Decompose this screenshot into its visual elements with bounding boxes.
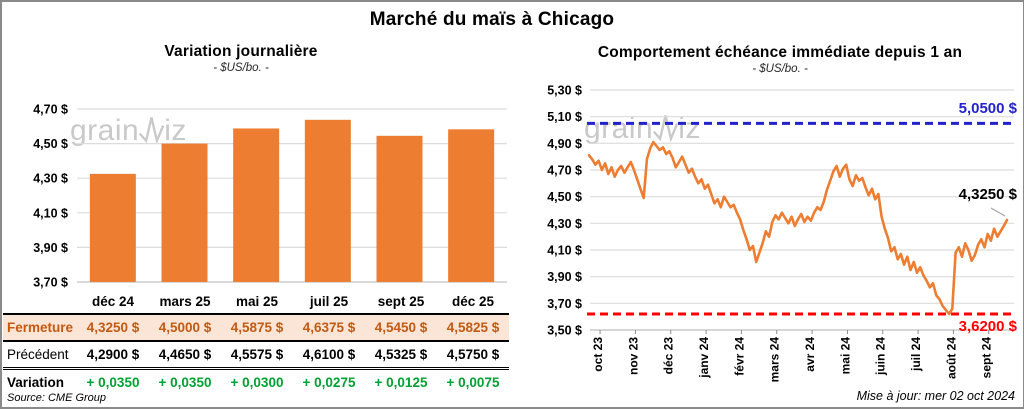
bar-mai 25 [233,128,280,282]
bar-déc 25 [448,129,495,282]
bar-y-tick: 4,70 $ [33,103,68,117]
table-cell: + 0,0350 [158,375,212,390]
watermark-spike-icon [653,115,679,143]
line-y-tick: 4,90 $ [547,137,582,151]
table-cell: 4,3250 $ [86,320,140,335]
line-y-tick: 4,70 $ [547,164,582,178]
page-title: Marché du maïs à Chicago [369,9,615,30]
table-cell: + 0,0350 [86,375,140,390]
line-y-tick: 5,10 $ [547,110,582,124]
table-month-header: juil 25 [309,294,349,309]
line-chart-header: Comportement échéance immédiate depuis 1… [530,44,1023,75]
watermark-spike-icon [139,117,165,145]
watermark-text: grain [70,114,140,147]
line-x-tick: mai 24 [838,337,852,375]
bar-y-tick: 3,90 $ [33,241,68,255]
table-month-header: déc 25 [451,294,495,309]
table-header-row: déc 24 mars 25 mai 25 juil 25 sept 25 déc 25 [3,290,509,314]
line-x-tick: oct 23 [591,337,605,372]
line-y-tick: 3,90 $ [547,270,582,284]
bar-y-tick: 3,70 $ [33,276,68,290]
line-x-tick: août 24 [944,337,958,379]
support-level-label: 3,6200 $ [958,318,1017,335]
table-row-variation: Variation + 0,0350 + 0,0350 + 0,0300 + 0,02… [3,369,509,396]
line-y-tick: 4,10 $ [547,244,582,258]
table-row-precedent: Précédent 4,2900 $ 4,4650 $ 4,5575 $ 4,6100… [3,341,509,369]
table-cell: 4,6375 $ [302,320,356,335]
line-y-tick: 4,30 $ [547,217,582,231]
line-x-tick: déc 23 [662,337,676,375]
table-cell: 4,4650 $ [158,347,212,362]
line-chart-subtitle: - $US/bo. - [752,63,808,75]
table-cell: 4,5575 $ [230,347,284,362]
line-x-tick: juin 24 [874,337,888,376]
line-chart-title: Comportement échéance immédiate depuis 1… [597,44,963,61]
line-y-tick: 3,70 $ [547,297,582,311]
label-leader-line [990,207,1006,217]
table-cell: + 0,0275 [302,375,356,390]
bar-mars 25 [161,143,208,282]
line-x-tick: avr 24 [803,337,817,372]
daily-variation-bar-chart: 4,70 $ 4,50 $ 4,30 $ 4,10 $ 3,90 $ 3,70 $ [33,103,507,290]
quotes-table: déc 24 mars 25 mai 25 juil 25 sept 25 déc 25 … [3,290,509,395]
watermark-text: grain [584,112,654,145]
table-cell: 4,6100 $ [302,347,356,362]
line-x-tick: sept 24 [980,337,994,379]
line-x-tick: juil 24 [909,337,923,372]
bar-chart-header: Variation journalière - $US/bo. - [2,43,480,74]
watermark-text: iz [678,112,701,145]
table-cell: 4,5325 $ [374,347,428,362]
grainwiz-watermark: grain iz [584,112,701,144]
bar-déc 24 [89,173,136,282]
line-y-tick: 3,50 $ [547,324,582,338]
table-row-fermeture: Fermeture 4,3250 $ 4,5000 $ 4,5875 $ 4,6375… [3,314,509,341]
bar-y-tick: 4,50 $ [33,137,68,151]
table-cell: 4,2900 $ [86,347,140,362]
source-note: Source: CME Group [7,392,107,404]
line-x-tick: janv 24 [697,337,711,379]
line-x-tick: nov 23 [626,337,640,375]
table-cell: 4,5000 $ [158,320,212,335]
bar-y-tick: 4,10 $ [33,206,68,220]
table-cell: + 0,0125 [374,375,428,390]
table-cell: 4,5825 $ [446,320,500,335]
resistance-level-label: 5,0500 $ [958,100,1017,117]
table-month-header: mars 25 [159,294,211,309]
grainwiz-watermark: grain iz [70,114,187,146]
row-label: Fermeture [7,320,74,335]
table-corner-cell [3,290,77,314]
row-label: Précédent [7,347,69,362]
update-note: Mise à jour: mer 02 oct 2024 [856,389,1015,403]
bar-chart-subtitle: - $US/bo. - [213,62,269,74]
bar-y-tick: 4,30 $ [33,172,68,186]
table-cell: + 0,0075 [446,375,500,390]
table-cell: + 0,0300 [230,375,284,390]
line-x-tick: févr 24 [732,337,746,376]
price-series-line [587,140,1009,316]
line-y-tick: 5,30 $ [547,84,582,98]
table-cell: 4,5750 $ [446,347,500,362]
front-month-line-chart: 5,30 $ 5,10 $ 4,90 $ 4,70 $ 4,50 $ 4,30 $ 4,10… [547,84,1014,383]
last-price-label: 4,3250 $ [958,186,1017,203]
row-label: Variation [7,375,65,390]
bar-chart-title: Variation journalière [164,43,318,60]
table-cell: 4,5875 $ [230,320,284,335]
bar-sept 25 [376,135,423,282]
line-x-tick: mars 24 [768,337,782,383]
table-month-header: sept 25 [377,294,425,309]
bar-juil 25 [304,119,351,282]
table-month-header: déc 24 [91,294,135,309]
watermark-text: iz [164,114,187,147]
line-y-tick: 4,50 $ [547,190,582,204]
table-month-header: mai 25 [235,294,279,309]
table-cell: 4,5450 $ [374,320,428,335]
